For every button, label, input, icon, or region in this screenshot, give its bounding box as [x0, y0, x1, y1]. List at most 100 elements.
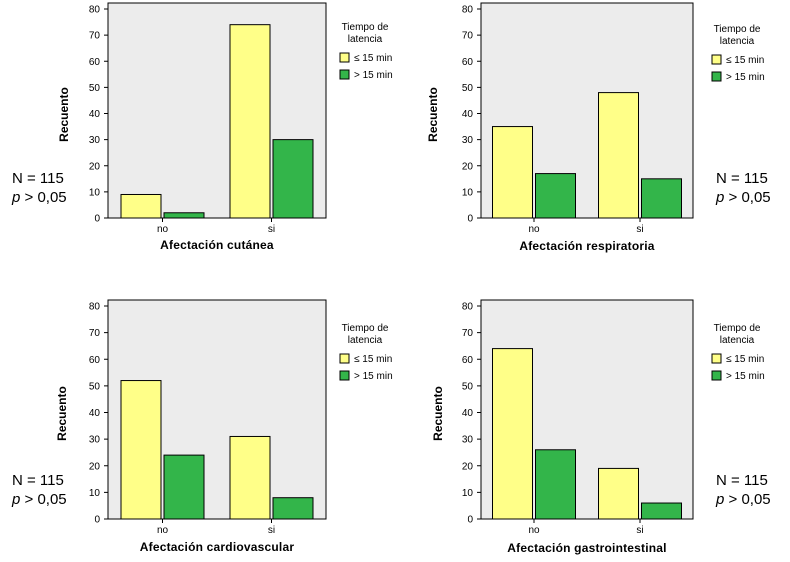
legend-title: latencia [348, 335, 383, 346]
bar [598, 92, 639, 219]
y-tick-label: 40 [462, 109, 474, 120]
chart-panel-3: 0 10 20 30 40 50 60 70 80 no si Afectación cardiova… [11, 299, 393, 554]
y-tick-label: 0 [94, 515, 100, 526]
y-tick-label: 30 [462, 135, 474, 146]
y-tick-label: 40 [462, 408, 474, 419]
y-tick-label: 10 [462, 488, 474, 499]
y-tick-label: 60 [462, 355, 474, 366]
y-tick-label: 50 [89, 83, 101, 94]
y-tick-label: 30 [89, 435, 101, 446]
bar [535, 449, 576, 520]
y-tick-label: 50 [462, 381, 474, 392]
y-axis-label: Recuento [426, 87, 440, 142]
bar [163, 212, 205, 219]
x-tick-label: si [268, 525, 275, 536]
legend-title: Tiempo de [342, 22, 389, 33]
legend-swatch [711, 370, 722, 381]
legend-swatch [711, 54, 722, 65]
bar [272, 497, 314, 520]
legend-item-label: ≤ 15 min [354, 354, 392, 365]
legend-item-label: > 15 min [354, 70, 393, 81]
y-tick-label: 70 [462, 31, 474, 42]
x-tick-label: no [528, 525, 540, 536]
legend-title: latencia [348, 34, 383, 45]
y-tick-label: 40 [89, 408, 101, 419]
legend-swatch [711, 71, 722, 82]
y-tick-label: 80 [462, 302, 474, 313]
y-tick-label: 30 [462, 435, 474, 446]
y-tick-label: 20 [462, 461, 474, 472]
legend-title: Tiempo de [342, 323, 389, 334]
y-tick-label: 80 [89, 302, 101, 313]
y-tick-label: 80 [462, 5, 474, 16]
x-axis-label: Afectación cardiovascular [140, 540, 295, 554]
p-value-note: p > 0,05 [715, 189, 771, 206]
chart-panel-2: 0 10 20 30 40 50 60 70 80 no si Afectación respirat… [426, 2, 771, 253]
bar [641, 178, 682, 219]
y-tick-label: 20 [89, 161, 101, 172]
p-value-note: p > 0,05 [715, 491, 771, 508]
y-tick-label: 80 [89, 5, 101, 16]
x-axis-label: Afectación gastrointestinal [507, 541, 666, 555]
x-tick-label: no [528, 224, 540, 235]
legend-swatch [339, 69, 350, 80]
bar [492, 126, 533, 219]
bar [120, 193, 162, 219]
x-axis-label: Afectación respiratoria [519, 239, 654, 253]
y-tick-label: 50 [89, 381, 101, 392]
bar [229, 24, 271, 219]
legend-item-label: > 15 min [354, 371, 393, 382]
bar [598, 467, 639, 520]
sample-size-note: N = 115 [716, 472, 768, 489]
legend-swatch [711, 353, 722, 364]
y-tick-label: 50 [462, 83, 474, 94]
bar [229, 435, 271, 520]
y-tick-label: 60 [89, 355, 101, 366]
y-tick-label: 10 [89, 187, 101, 198]
x-tick-label: si [268, 224, 275, 235]
bar [163, 454, 205, 520]
y-tick-label: 20 [89, 461, 101, 472]
legend-title: Tiempo de [714, 323, 761, 334]
bar [535, 173, 576, 219]
y-tick-label: 60 [462, 57, 474, 68]
legend-swatch [339, 370, 350, 381]
x-tick-label: si [636, 224, 643, 235]
y-tick-label: 70 [89, 31, 101, 42]
bar [492, 348, 533, 520]
x-tick-label: no [157, 224, 169, 235]
legend-title: Tiempo de [714, 24, 761, 35]
legend-swatch [339, 353, 350, 364]
y-tick-label: 30 [89, 135, 101, 146]
p-value-note: p > 0,05 [11, 491, 67, 508]
y-axis-label: Recuento [57, 87, 71, 142]
bar [272, 139, 314, 219]
legend-title: latencia [720, 335, 755, 346]
y-tick-label: 0 [467, 214, 473, 225]
legend-item-label: ≤ 15 min [726, 55, 764, 66]
legend-item-label: > 15 min [726, 72, 765, 83]
x-tick-label: no [157, 525, 169, 536]
legend-swatch [339, 52, 350, 63]
bar [120, 380, 162, 520]
legend-item-label: ≤ 15 min [726, 354, 764, 365]
legend-item-label: ≤ 15 min [354, 53, 392, 64]
y-tick-label: 60 [89, 57, 101, 68]
y-tick-label: 70 [89, 328, 101, 339]
y-axis-label: Recuento [55, 386, 69, 441]
y-tick-label: 10 [462, 187, 474, 198]
y-axis-label: Recuento [431, 386, 445, 441]
y-tick-label: 20 [462, 161, 474, 172]
y-tick-label: 40 [89, 109, 101, 120]
sample-size-note: N = 115 [12, 472, 64, 489]
chart-panel-1: 0 10 20 30 40 50 60 70 80 no si Afectación cutánea R… [11, 2, 393, 252]
y-tick-label: 70 [462, 328, 474, 339]
p-value-note: p > 0,05 [11, 189, 67, 206]
sample-size-note: N = 115 [716, 170, 768, 187]
y-tick-label: 0 [467, 515, 473, 526]
legend-item-label: > 15 min [726, 371, 765, 382]
sample-size-note: N = 115 [12, 170, 64, 187]
bar [641, 502, 682, 520]
chart-panel-4: 0 10 20 30 40 50 60 70 80 no si Afectación gastroin… [431, 299, 771, 555]
